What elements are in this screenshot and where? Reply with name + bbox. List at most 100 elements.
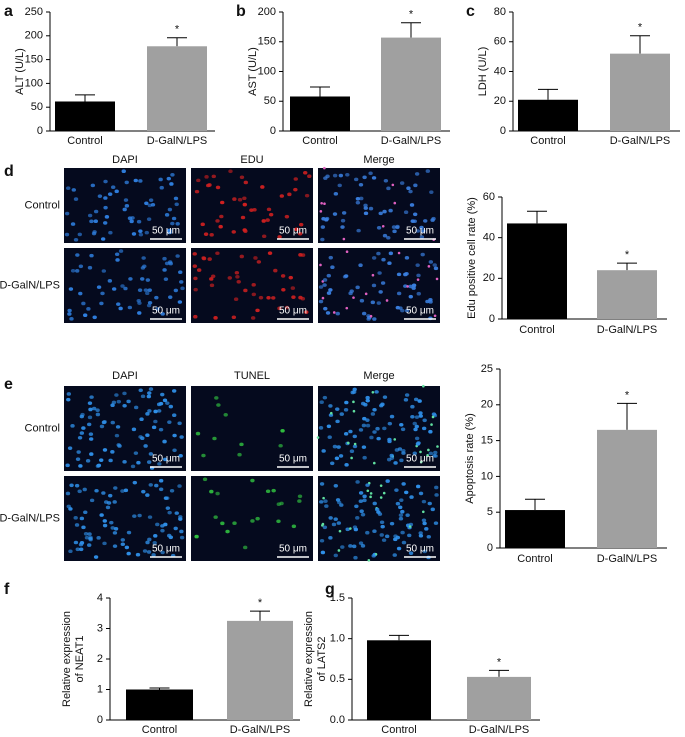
nucleus bbox=[81, 301, 86, 306]
nucleus bbox=[194, 189, 200, 194]
nucleus bbox=[79, 516, 85, 521]
y-tick-label: 50 bbox=[31, 101, 43, 113]
overlay-spot bbox=[323, 202, 326, 206]
column-label: DAPI bbox=[112, 370, 138, 382]
nucleus bbox=[144, 230, 149, 235]
y-axis-label: ALT (U/L) bbox=[14, 48, 26, 95]
bar bbox=[597, 429, 657, 548]
nucleus bbox=[112, 531, 118, 535]
nucleus bbox=[103, 196, 108, 200]
nucleus bbox=[328, 288, 333, 292]
nucleus bbox=[73, 540, 79, 545]
y-tick-label: 150 bbox=[258, 36, 276, 48]
nucleus bbox=[365, 395, 370, 400]
bar bbox=[597, 270, 657, 319]
nucleus bbox=[411, 286, 416, 290]
panel-letter: c bbox=[466, 3, 475, 20]
nucleus bbox=[412, 212, 418, 217]
nucleus bbox=[79, 431, 85, 435]
y-tick-label: 25 bbox=[481, 363, 493, 375]
nucleus bbox=[179, 435, 184, 439]
nucleus bbox=[428, 297, 433, 302]
nucleus bbox=[207, 257, 212, 261]
nucleus bbox=[409, 203, 415, 207]
nucleus bbox=[192, 252, 197, 256]
nucleus bbox=[393, 534, 398, 538]
y-tick-label: 0 bbox=[97, 714, 103, 726]
nucleus bbox=[323, 499, 328, 503]
nucleus bbox=[133, 451, 139, 455]
nucleus bbox=[232, 197, 237, 201]
nucleus bbox=[288, 275, 293, 280]
row-label: Control bbox=[25, 422, 60, 434]
x-tick-label: D-GalN/LPS bbox=[597, 324, 658, 336]
nucleus bbox=[374, 390, 379, 394]
nucleus bbox=[396, 546, 402, 551]
nucleus bbox=[237, 197, 243, 202]
overlay-spot bbox=[352, 409, 356, 413]
nucleus bbox=[304, 193, 310, 198]
y-tick-label: 100 bbox=[258, 65, 276, 77]
nucleus bbox=[111, 185, 116, 189]
nucleus bbox=[277, 306, 282, 311]
nucleus bbox=[139, 417, 144, 422]
nucleus bbox=[108, 493, 113, 498]
nucleus bbox=[404, 490, 409, 495]
nucleus bbox=[319, 538, 325, 543]
nucleus bbox=[142, 549, 148, 553]
nucleus bbox=[304, 310, 309, 314]
nucleus bbox=[240, 215, 246, 220]
overlay-spot bbox=[397, 251, 401, 255]
nucleus bbox=[163, 457, 168, 462]
nucleus bbox=[73, 516, 78, 520]
x-tick-label: D-GalN/LPS bbox=[469, 724, 530, 736]
nucleus bbox=[383, 178, 389, 183]
overlay-spot bbox=[329, 411, 333, 415]
nucleus bbox=[237, 452, 242, 457]
nucleus bbox=[75, 547, 80, 552]
x-tick-label: Control bbox=[302, 135, 337, 147]
nucleus bbox=[242, 202, 248, 207]
nucleus bbox=[172, 448, 177, 453]
overlay-spot bbox=[379, 484, 383, 487]
nucleus bbox=[236, 280, 241, 284]
nucleus bbox=[68, 549, 73, 554]
nucleus bbox=[173, 196, 179, 201]
nucleus bbox=[284, 214, 290, 219]
x-tick-label: Control bbox=[142, 724, 177, 736]
y-axis-label: Edu positive cell rate (%) bbox=[466, 197, 478, 319]
nucleus bbox=[421, 518, 427, 523]
nucleus bbox=[114, 189, 119, 194]
nucleus bbox=[388, 251, 394, 256]
nucleus bbox=[78, 464, 83, 468]
nucleus bbox=[168, 295, 173, 299]
nucleus bbox=[102, 541, 107, 546]
nucleus bbox=[204, 175, 209, 179]
nucleus bbox=[387, 437, 392, 442]
nucleus bbox=[91, 406, 97, 411]
y-tick-label: 2 bbox=[97, 653, 103, 665]
nucleus bbox=[328, 516, 333, 520]
nucleus bbox=[320, 225, 326, 229]
nucleus bbox=[109, 520, 114, 525]
nucleus bbox=[171, 389, 177, 393]
nucleus bbox=[95, 464, 101, 468]
nucleus bbox=[147, 515, 153, 519]
nucleus bbox=[328, 404, 333, 408]
nucleus bbox=[353, 527, 359, 532]
overlay-spot bbox=[416, 278, 420, 281]
nucleus bbox=[333, 553, 338, 558]
nucleus bbox=[399, 498, 404, 502]
nucleus bbox=[82, 487, 87, 492]
y-tick-label: 20 bbox=[483, 272, 495, 284]
nucleus bbox=[151, 425, 157, 430]
nucleus bbox=[375, 426, 380, 431]
nucleus bbox=[253, 256, 258, 260]
nucleus bbox=[278, 443, 283, 448]
x-tick-label: Control bbox=[530, 135, 565, 147]
nucleus bbox=[137, 288, 143, 292]
nucleus bbox=[340, 545, 345, 549]
nucleus bbox=[155, 522, 160, 527]
nucleus bbox=[249, 208, 254, 212]
nucleus bbox=[429, 190, 434, 194]
